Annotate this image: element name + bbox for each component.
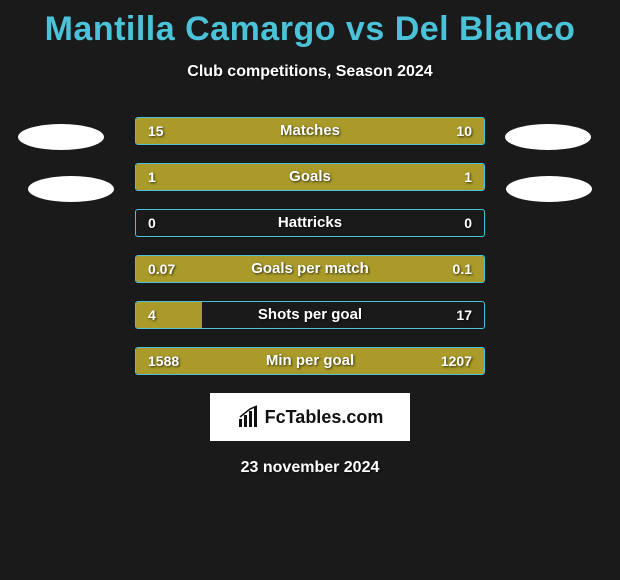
- logo-text: FcTables.com: [265, 407, 384, 428]
- bar-left: [136, 164, 310, 190]
- stat-row: Min per goal15881207: [0, 347, 620, 375]
- photo-placeholder: [18, 124, 104, 150]
- page-title: Mantilla Camargo vs Del Blanco: [0, 0, 620, 49]
- footer-date: 23 november 2024: [0, 459, 620, 477]
- bar-track: [135, 117, 485, 145]
- photo-placeholder: [505, 124, 591, 150]
- fctables-logo-icon: [237, 405, 261, 429]
- logo-box: FcTables.com: [210, 393, 410, 441]
- photo-placeholder: [506, 176, 592, 202]
- photo-placeholder: [28, 176, 114, 202]
- page-subtitle: Club competitions, Season 2024: [0, 63, 620, 81]
- bar-left: [136, 256, 279, 282]
- bar-right: [310, 164, 484, 190]
- bar-left: [136, 348, 484, 374]
- bar-track: [135, 209, 485, 237]
- bar-left: [136, 302, 202, 328]
- bar-track: [135, 255, 485, 283]
- stat-row: Goals per match0.070.1: [0, 255, 620, 283]
- bar-right: [279, 256, 484, 282]
- bar-track: [135, 301, 485, 329]
- stat-row: Shots per goal417: [0, 301, 620, 329]
- bar-track: [135, 163, 485, 191]
- stats-rows: Matches1510Goals11Hattricks00Goals per m…: [0, 117, 620, 375]
- bar-left: [136, 118, 484, 144]
- stat-row: Hattricks00: [0, 209, 620, 237]
- bar-track: [135, 347, 485, 375]
